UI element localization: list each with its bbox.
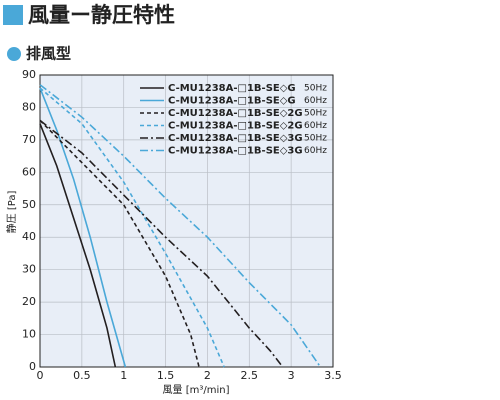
- y-tick-label: 40: [22, 230, 36, 243]
- chart-title: 風量ー静圧特性: [28, 3, 175, 27]
- series-line: [39, 87, 127, 368]
- x-tick-label: 2.5: [241, 369, 259, 382]
- x-axis-title: 風量 [m³/min]: [163, 384, 230, 396]
- x-tick-label: 0.5: [73, 369, 91, 382]
- y-tick-label: 80: [22, 100, 36, 113]
- legend-frequency: 50Hz: [304, 84, 327, 94]
- y-tick-label: 90: [22, 68, 36, 81]
- series-line: [39, 123, 117, 368]
- series-line: [39, 87, 225, 368]
- y-tick-label: 60: [22, 165, 36, 178]
- x-tick-label: 3.5: [324, 369, 342, 382]
- x-tick-label: 1: [120, 369, 127, 382]
- series-line: [39, 119, 200, 368]
- legend-frequency: 60Hz: [304, 96, 327, 106]
- legend-frequency: 60Hz: [304, 121, 327, 131]
- subtitle-icon: [7, 47, 21, 61]
- y-tick-label: 50: [22, 198, 36, 211]
- y-tick-label: 70: [22, 133, 36, 146]
- x-tick-label: 2: [204, 369, 211, 382]
- chart-subtitle: 排風型: [26, 45, 71, 63]
- legend-label: C-MU1238A-□1B-SE◇G: [168, 96, 296, 107]
- y-tick-label: 0: [29, 360, 36, 373]
- y-tick-label: 10: [22, 328, 36, 341]
- x-tick-label: 3: [288, 369, 295, 382]
- x-tick-label: 1.5: [157, 369, 175, 382]
- plot-border: [39, 74, 334, 368]
- y-tick-label: 30: [22, 263, 36, 276]
- series-line: [39, 119, 284, 368]
- legend-label: C-MU1238A-□1B-SE◇G: [168, 83, 296, 94]
- y-tick-label: 20: [22, 295, 36, 308]
- series-line: [39, 84, 322, 368]
- legend-label: C-MU1238A-□1B-SE◇3G: [168, 146, 303, 157]
- x-tick-label: 0: [37, 369, 44, 382]
- legend-label: C-MU1238A-□1B-SE◇2G: [168, 108, 303, 119]
- legend-label: C-MU1238A-□1B-SE◇3G: [168, 133, 303, 144]
- title-icon: [3, 5, 23, 25]
- legend-frequency: 60Hz: [304, 146, 327, 156]
- legend-frequency: 50Hz: [304, 134, 327, 144]
- legend-frequency: 50Hz: [304, 109, 327, 119]
- y-axis-title: 静圧 [Pa]: [5, 191, 18, 234]
- legend-label: C-MU1238A-□1B-SE◇2G: [168, 121, 303, 132]
